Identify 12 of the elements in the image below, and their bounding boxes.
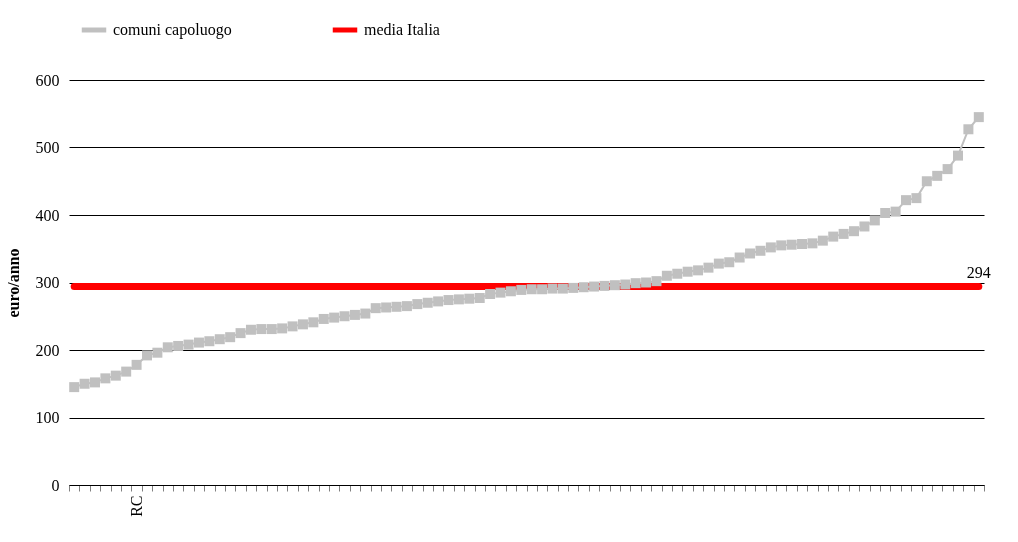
y-tick-label: 500 bbox=[35, 139, 60, 156]
y-tick-label: 300 bbox=[35, 274, 60, 291]
legend-label: media Italia bbox=[364, 21, 440, 38]
data-label: 294 bbox=[966, 263, 991, 281]
y-tick-label: 600 bbox=[35, 71, 60, 89]
legend-label: comuni capoluogo bbox=[113, 21, 232, 39]
y-tick-label: 200 bbox=[35, 341, 60, 359]
x-tick-label: RC bbox=[128, 495, 146, 517]
y-axis-title: euro/anno bbox=[4, 248, 22, 318]
y-tick-label: 0 bbox=[51, 476, 60, 494]
y-tick-label: 100 bbox=[35, 409, 60, 426]
y-tick-label: 400 bbox=[35, 206, 60, 224]
